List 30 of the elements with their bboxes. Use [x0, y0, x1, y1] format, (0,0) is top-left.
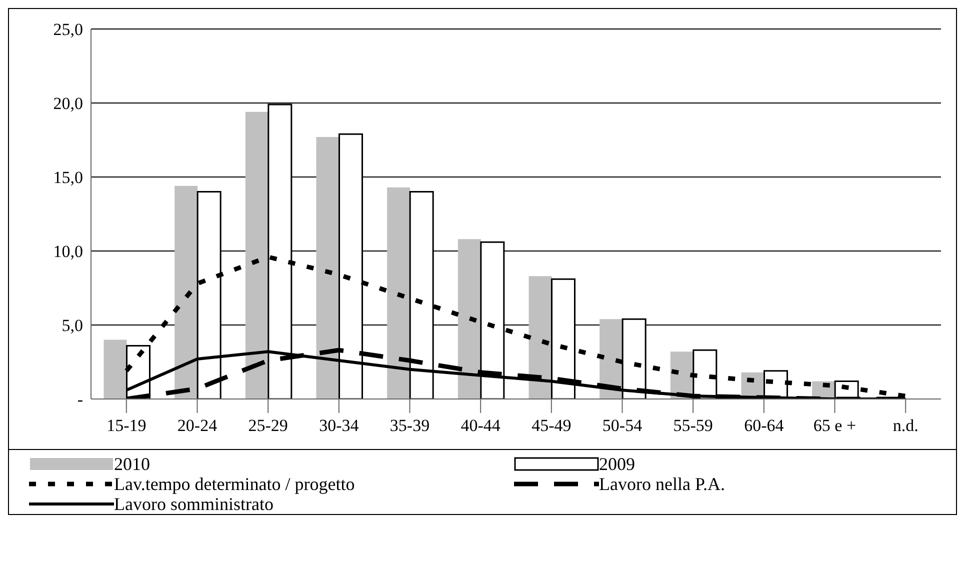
y-tick-label: 15,0: [53, 168, 83, 188]
legend-label: 2009: [599, 454, 635, 474]
x-tick-label: 35-39: [390, 416, 430, 436]
bar: [458, 239, 481, 399]
x-tick-label: 15-19: [106, 416, 146, 436]
legend-label: 2010: [114, 454, 150, 474]
y-tick-label: -: [77, 390, 84, 410]
y-tick-label: 25,0: [53, 20, 83, 40]
x-tick-label: 65 e +: [813, 416, 856, 436]
legend-label: Lavoro somministrato: [114, 494, 274, 514]
x-tick-label: 55-59: [673, 416, 713, 436]
bar: [316, 137, 340, 399]
x-tick-label: 30-34: [319, 416, 360, 436]
legend-label: Lav.tempo determinato / progetto: [114, 474, 355, 494]
legend-label: Lavoro nella P.A.: [599, 474, 725, 494]
x-tick-label: 60-64: [744, 416, 784, 436]
x-tick-label: n.d.: [892, 416, 918, 436]
y-tick-label: 10,0: [53, 242, 83, 262]
x-tick-label: 45-49: [532, 416, 572, 436]
x-tick-label: 40-44: [460, 416, 501, 436]
bar: [528, 276, 552, 399]
bar: [387, 187, 410, 399]
x-tick-label: 50-54: [602, 416, 643, 436]
y-tick-label: 20,0: [53, 94, 83, 114]
bar: [104, 340, 127, 399]
x-tick-label: 25-29: [248, 416, 288, 436]
bar: [245, 112, 268, 399]
bar: [174, 186, 198, 399]
x-tick-label: 20-24: [177, 416, 218, 436]
y-tick-label: 5,0: [62, 316, 83, 336]
